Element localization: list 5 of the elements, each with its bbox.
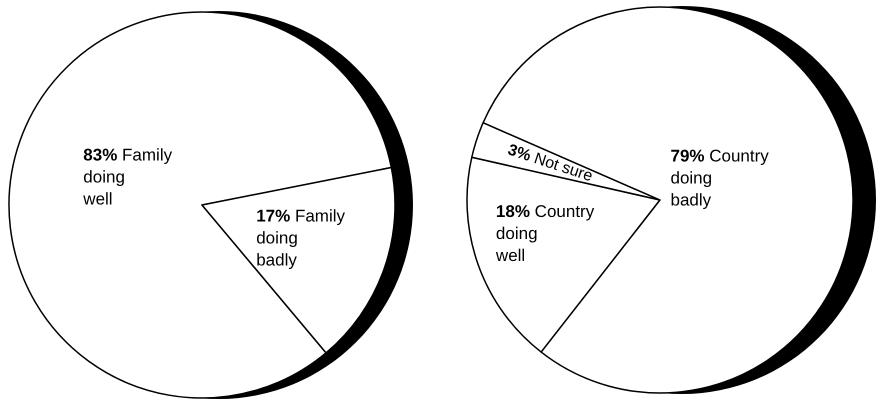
data-label: 18% (496, 202, 530, 221)
data-label: 83% (83, 146, 118, 165)
data-label: 17% (256, 206, 290, 226)
data-label: 79% (670, 146, 705, 166)
data-label: 3% (506, 142, 533, 166)
